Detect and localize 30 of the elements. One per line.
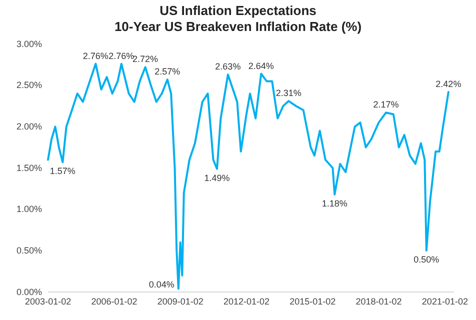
annotation: 2.76% [108, 50, 134, 61]
annotation: 2.63% [215, 62, 241, 72]
annotation: 1.18% [322, 198, 348, 208]
annotation: 2.64% [248, 60, 274, 71]
annotation: 2.72% [132, 54, 158, 64]
annotation: 2.42% [436, 78, 462, 89]
annotation: 1.57% [50, 166, 76, 176]
chart-subtitle: 10-Year US Breakeven Inflation Rate (%) [114, 19, 362, 34]
annotation: 2.57% [154, 66, 180, 77]
annotation: 2.76% [82, 50, 108, 61]
y-tick-label: 2.50% [16, 80, 42, 90]
x-tick-label: 2009-01-02 [157, 296, 204, 306]
annotation: 2.31% [276, 88, 302, 98]
annotation: 0.50% [414, 254, 440, 265]
y-tick-label: 2.00% [16, 122, 42, 132]
x-tick-label: 2003-01-02 [25, 296, 72, 306]
x-tick-label: 2018-01-02 [356, 296, 402, 306]
y-tick-label: 0.50% [16, 246, 42, 256]
x-tick-label: 2015-01-02 [290, 296, 336, 306]
x-tick-label: 2021-01-02 [422, 296, 468, 306]
annotation: 0.04% [148, 280, 174, 290]
y-tick-label: 1.50% [16, 162, 42, 173]
y-tick-label: 0.00% [16, 286, 42, 297]
x-tick-label: 2006-01-02 [91, 296, 138, 306]
y-tick-label: 1.00% [16, 204, 42, 214]
y-tick-label: 3.00% [16, 38, 42, 49]
annotation: 1.49% [204, 172, 230, 183]
chart-title: US Inflation Expectations [160, 3, 316, 18]
annotation: 2.17% [373, 100, 399, 110]
x-tick-label: 2012-01-02 [223, 296, 270, 306]
